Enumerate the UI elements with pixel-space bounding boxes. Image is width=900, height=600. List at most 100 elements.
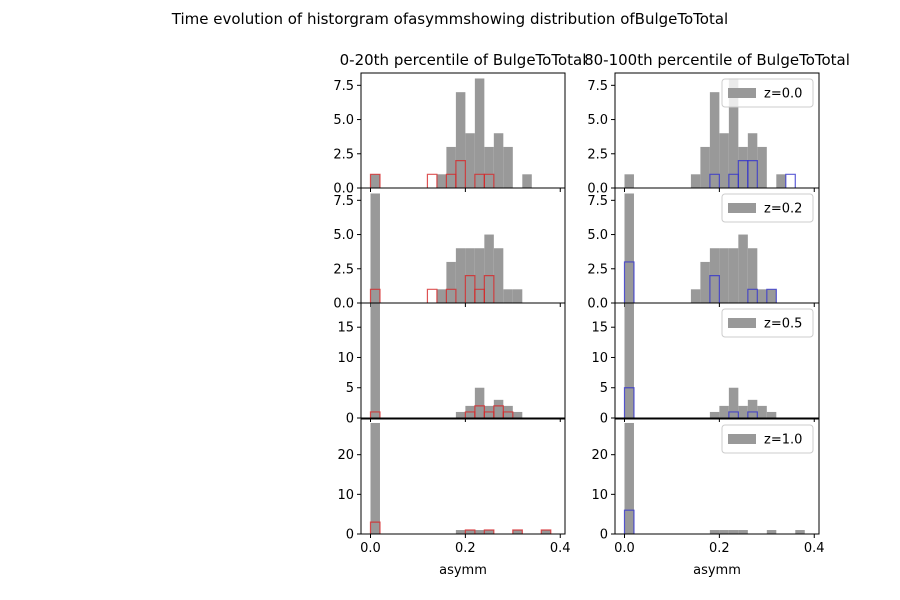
step-bar	[369, 173, 381, 188]
hist-bar	[624, 422, 634, 534]
hist-bar	[624, 193, 634, 303]
y-tick-label: 0.0	[587, 182, 608, 197]
x-tick-label: 0.0	[360, 541, 381, 556]
plot-area	[369, 78, 532, 188]
hist-bar	[709, 411, 720, 418]
x-axis-label: asymm	[693, 563, 741, 578]
step-bar	[426, 173, 438, 188]
panel-high-z3: 0 10 20 0.0 0.2 0.4 asymm z=1.0	[591, 418, 825, 578]
hist-bar	[624, 303, 634, 418]
y-tick-label: 0.0	[333, 297, 354, 312]
y-tick-label: 7.5	[587, 194, 608, 209]
y-tick-label: 7.5	[333, 79, 354, 94]
step-bar	[483, 529, 495, 534]
panel-low-z2: 0 5 10 15	[337, 302, 566, 427]
y-tick-label: 15	[591, 321, 608, 336]
step-bar	[709, 275, 720, 303]
y-tick-label: 10	[337, 351, 354, 366]
hist-bar	[474, 387, 485, 418]
hist-bar	[455, 92, 466, 188]
step-bar	[445, 288, 457, 303]
hist-bar	[757, 289, 767, 303]
step-bar	[623, 261, 635, 303]
hist-bar	[795, 530, 805, 534]
hist-bar	[512, 289, 523, 303]
plot-area	[369, 303, 523, 418]
hist-bar	[455, 530, 466, 534]
legend-frame	[721, 78, 814, 108]
x-tick-label: 0.2	[709, 541, 730, 556]
y-tick-label: 2.5	[587, 262, 608, 277]
step-bar	[766, 288, 777, 303]
y-tick-label: 7.5	[587, 79, 608, 94]
column-title: 80-100th percentile of BulgeToTotal	[584, 51, 850, 69]
axes-frame	[614, 418, 820, 535]
y-tick-label: 10	[591, 488, 608, 503]
hist-bar	[465, 133, 475, 188]
hist-bar	[776, 174, 786, 188]
hist-bar	[493, 248, 504, 303]
y-tick-label: 5	[346, 381, 354, 396]
hist-bar	[747, 248, 758, 303]
hist-bar	[370, 303, 380, 418]
hist-bar	[370, 174, 380, 188]
x-tick-label: 0.2	[455, 541, 476, 556]
hist-bar	[455, 411, 466, 418]
legend: z=1.0	[721, 424, 814, 454]
hist-bar	[700, 146, 710, 188]
step-bar	[728, 411, 739, 418]
hist-bar	[766, 411, 777, 418]
plot-area	[623, 422, 805, 534]
axes-frame	[360, 418, 566, 535]
step-bar	[464, 529, 476, 534]
hist-bar	[541, 530, 551, 534]
y-tick-label: 2.5	[333, 262, 354, 277]
plot-area	[369, 422, 552, 534]
hist-bar	[370, 422, 380, 534]
hist-bar	[709, 530, 720, 534]
step-bar	[426, 288, 438, 303]
hist-bar	[474, 530, 485, 534]
legend-frame	[721, 424, 814, 454]
hist-bar	[512, 411, 523, 418]
hist-bar	[766, 289, 777, 303]
x-tick-label: 0.4	[550, 541, 571, 556]
y-tick-label: 20	[337, 448, 354, 463]
y-tick-label: 5	[600, 381, 608, 396]
legend-swatch	[728, 434, 756, 444]
legend-label: z=0.5	[764, 317, 802, 332]
hist-bar	[709, 92, 720, 188]
hist-bar	[700, 261, 710, 303]
panel-low-z3: 0 10 20 0.0 0.2 0.4 asymm	[337, 418, 571, 578]
hist-bar	[728, 530, 739, 534]
hist-bar	[493, 133, 504, 188]
hist-bar	[484, 146, 494, 188]
panel-grid: 0.02.55.07.50-20th percentile of BulgeTo…	[333, 51, 850, 578]
y-tick-label: 0	[346, 412, 354, 427]
y-tick-label: 2.5	[587, 147, 608, 162]
axes-frame	[614, 302, 820, 419]
y-tick-label: 0	[600, 412, 608, 427]
step-bar	[502, 411, 514, 418]
hist-bar	[738, 234, 748, 303]
step-bar	[540, 529, 552, 534]
step-bar	[747, 160, 758, 188]
hist-bar	[474, 248, 485, 303]
hist-bar	[465, 530, 475, 534]
y-tick-label: 10	[591, 351, 608, 366]
hist-bar	[757, 146, 767, 188]
hist-bar	[719, 405, 729, 418]
y-tick-label: 0	[346, 528, 354, 543]
legend-label: z=1.0	[764, 433, 802, 448]
legend: z=0.5	[721, 308, 814, 338]
plot-area	[624, 78, 796, 188]
y-tick-label: 0.0	[333, 182, 354, 197]
y-tick-label: 2.5	[333, 147, 354, 162]
hist-bar	[738, 405, 748, 418]
step-bar	[709, 173, 720, 188]
step-bar	[747, 411, 758, 418]
x-tick-label: 0.4	[804, 541, 825, 556]
hist-bar	[728, 387, 739, 418]
legend-swatch	[728, 203, 756, 213]
plot-area	[623, 303, 777, 418]
